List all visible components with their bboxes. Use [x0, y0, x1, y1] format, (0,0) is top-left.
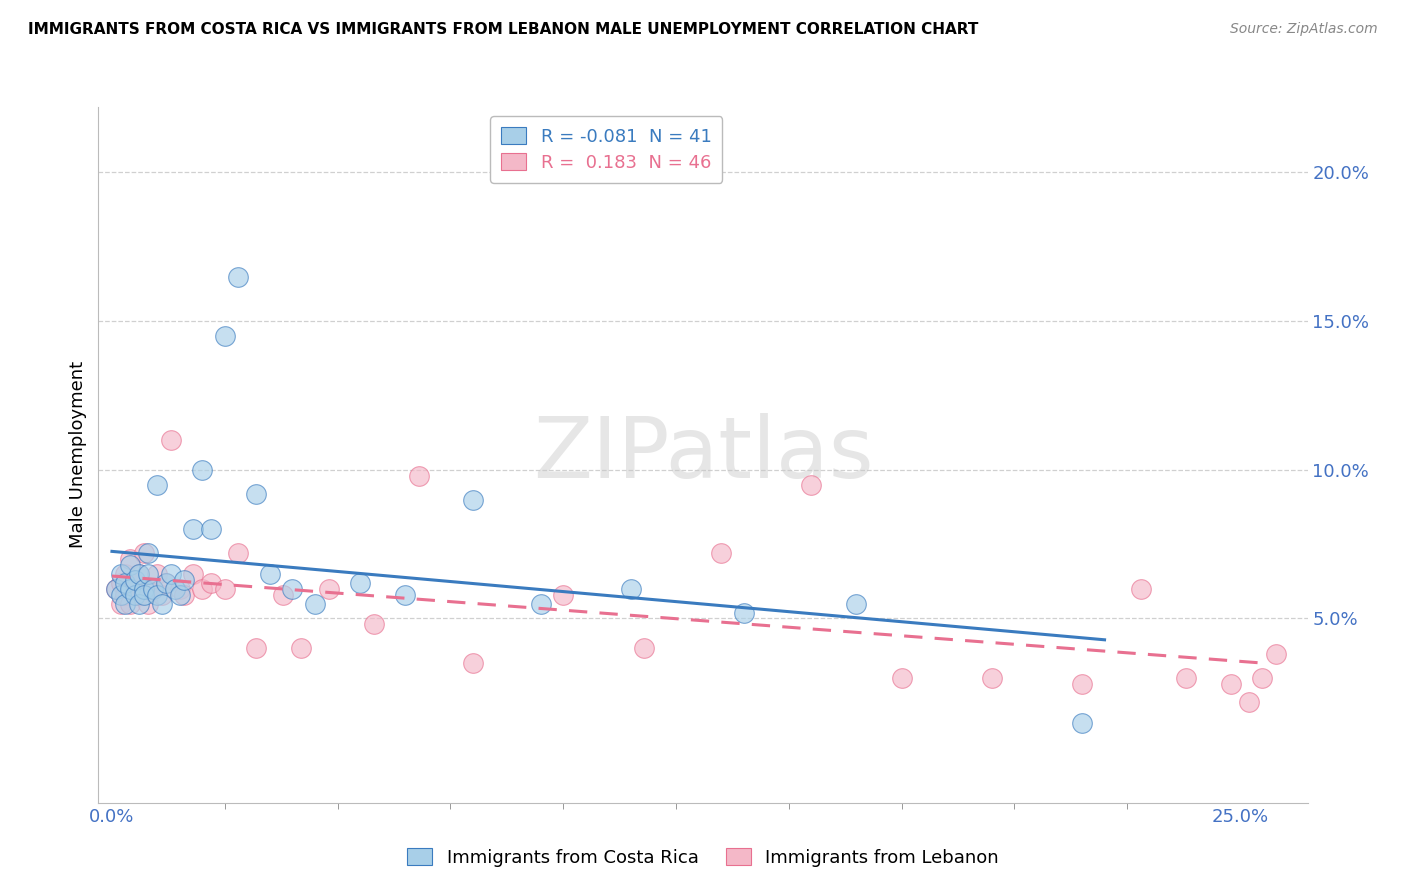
Point: [1265, 647, 1288, 661]
Point: [226, 546, 249, 560]
Point: [363, 617, 385, 632]
Point: [890, 671, 912, 685]
Point: [173, 588, 195, 602]
Point: [181, 566, 204, 581]
Point: [200, 575, 222, 590]
Point: [245, 486, 267, 500]
Point: [733, 606, 755, 620]
Point: [349, 575, 371, 590]
Point: [1071, 715, 1094, 730]
Point: [226, 269, 249, 284]
Point: [191, 582, 214, 596]
Point: [281, 582, 304, 596]
Point: [114, 588, 136, 602]
Point: [146, 566, 169, 581]
Point: [114, 597, 136, 611]
Point: [136, 546, 159, 560]
Point: [159, 566, 181, 581]
Point: [633, 641, 655, 656]
Point: [461, 656, 484, 670]
Point: [169, 582, 191, 596]
Point: [146, 588, 169, 602]
Point: [1174, 671, 1197, 685]
Point: [105, 582, 128, 596]
Point: [110, 597, 132, 611]
Point: [105, 582, 128, 596]
Point: [132, 582, 155, 596]
Point: [114, 575, 136, 590]
Point: [529, 597, 551, 611]
Point: [155, 575, 177, 590]
Point: [114, 566, 136, 581]
Point: [394, 588, 416, 602]
Point: [110, 588, 132, 602]
Point: [132, 546, 155, 560]
Point: [620, 582, 643, 596]
Point: [110, 575, 132, 590]
Point: [118, 597, 141, 611]
Point: [845, 597, 868, 611]
Point: [124, 582, 146, 596]
Legend: Immigrants from Costa Rica, Immigrants from Lebanon: Immigrants from Costa Rica, Immigrants f…: [399, 840, 1007, 874]
Point: [132, 582, 155, 596]
Point: [214, 582, 236, 596]
Point: [1237, 695, 1260, 709]
Point: [273, 588, 295, 602]
Text: Source: ZipAtlas.com: Source: ZipAtlas.com: [1230, 22, 1378, 37]
Point: [128, 566, 150, 581]
Point: [136, 597, 159, 611]
Y-axis label: Male Unemployment: Male Unemployment: [69, 361, 87, 549]
Point: [1129, 582, 1152, 596]
Point: [259, 566, 281, 581]
Point: [318, 582, 340, 596]
Point: [118, 582, 141, 596]
Point: [461, 492, 484, 507]
Point: [150, 588, 173, 602]
Point: [214, 329, 236, 343]
Point: [142, 582, 165, 596]
Point: [146, 477, 169, 491]
Point: [304, 597, 326, 611]
Point: [710, 546, 733, 560]
Point: [118, 552, 141, 566]
Point: [150, 597, 173, 611]
Point: [128, 566, 150, 581]
Point: [165, 582, 187, 596]
Point: [136, 566, 159, 581]
Point: [142, 582, 165, 596]
Text: IMMIGRANTS FROM COSTA RICA VS IMMIGRANTS FROM LEBANON MALE UNEMPLOYMENT CORRELAT: IMMIGRANTS FROM COSTA RICA VS IMMIGRANTS…: [28, 22, 979, 37]
Point: [1071, 677, 1094, 691]
Point: [124, 588, 146, 602]
Point: [1219, 677, 1241, 691]
Point: [1251, 671, 1274, 685]
Point: [169, 588, 191, 602]
Point: [173, 573, 195, 587]
Point: [124, 573, 146, 587]
Point: [155, 575, 177, 590]
Point: [290, 641, 312, 656]
Point: [128, 597, 150, 611]
Point: [191, 463, 214, 477]
Point: [159, 433, 181, 447]
Point: [553, 588, 575, 602]
Point: [128, 588, 150, 602]
Point: [980, 671, 1002, 685]
Point: [124, 575, 146, 590]
Point: [118, 558, 141, 572]
Point: [800, 477, 823, 491]
Point: [245, 641, 267, 656]
Point: [200, 522, 222, 536]
Point: [110, 566, 132, 581]
Point: [408, 468, 430, 483]
Point: [132, 588, 155, 602]
Text: ZIPatlas: ZIPatlas: [533, 413, 873, 497]
Point: [181, 522, 204, 536]
